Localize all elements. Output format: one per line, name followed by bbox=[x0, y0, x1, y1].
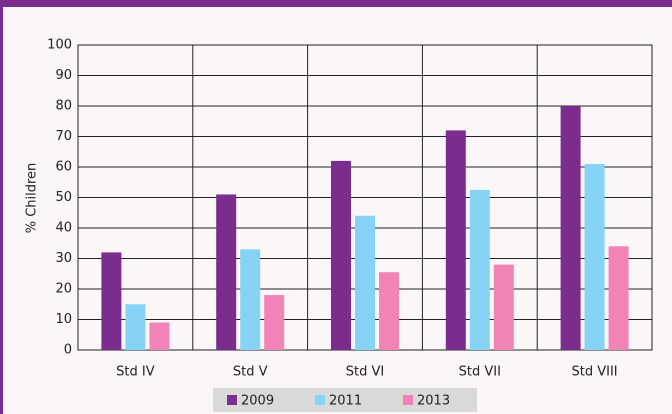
bar bbox=[608, 246, 629, 350]
y-tick-label: 80 bbox=[55, 99, 72, 114]
bar bbox=[493, 264, 514, 350]
x-tick-label: Std V bbox=[233, 365, 268, 380]
legend-box bbox=[213, 388, 477, 412]
legend-swatch bbox=[315, 395, 325, 405]
left-border bbox=[0, 0, 3, 414]
legend-swatch bbox=[403, 395, 413, 405]
bar bbox=[355, 215, 375, 350]
bar bbox=[240, 249, 261, 350]
bar bbox=[584, 163, 605, 350]
y-tick-label: 0 bbox=[64, 343, 72, 358]
y-tick-label: 40 bbox=[55, 221, 72, 236]
bar bbox=[125, 304, 146, 350]
legend-swatch bbox=[227, 395, 237, 405]
y-tick-label: 100 bbox=[47, 38, 72, 53]
legend-label: 2011 bbox=[329, 394, 362, 409]
bar bbox=[264, 295, 285, 350]
bar bbox=[149, 322, 170, 350]
bar bbox=[469, 189, 490, 350]
y-tick-label: 30 bbox=[55, 251, 72, 266]
x-tick-label: Std IV bbox=[116, 365, 155, 380]
bar bbox=[216, 194, 237, 350]
bar bbox=[379, 272, 399, 350]
y-tick-label: 60 bbox=[55, 160, 72, 175]
y-axis-label: % Children bbox=[25, 163, 40, 234]
bar bbox=[560, 106, 581, 350]
bar bbox=[101, 252, 122, 350]
x-tick-label: Std VIII bbox=[572, 365, 618, 380]
legend-label: 2013 bbox=[417, 394, 450, 409]
x-tick-label: Std VII bbox=[459, 365, 501, 380]
y-tick-label: 90 bbox=[55, 68, 72, 83]
y-tick-label: 10 bbox=[55, 312, 72, 327]
y-tick-label: 50 bbox=[55, 190, 72, 205]
top-bar bbox=[0, 0, 672, 7]
bar bbox=[331, 160, 351, 350]
y-tick-label: 70 bbox=[55, 129, 72, 144]
legend-label: 2009 bbox=[241, 394, 274, 409]
bar bbox=[445, 130, 466, 350]
x-tick-label: Std VI bbox=[346, 365, 384, 380]
y-tick-label: 20 bbox=[55, 282, 72, 297]
